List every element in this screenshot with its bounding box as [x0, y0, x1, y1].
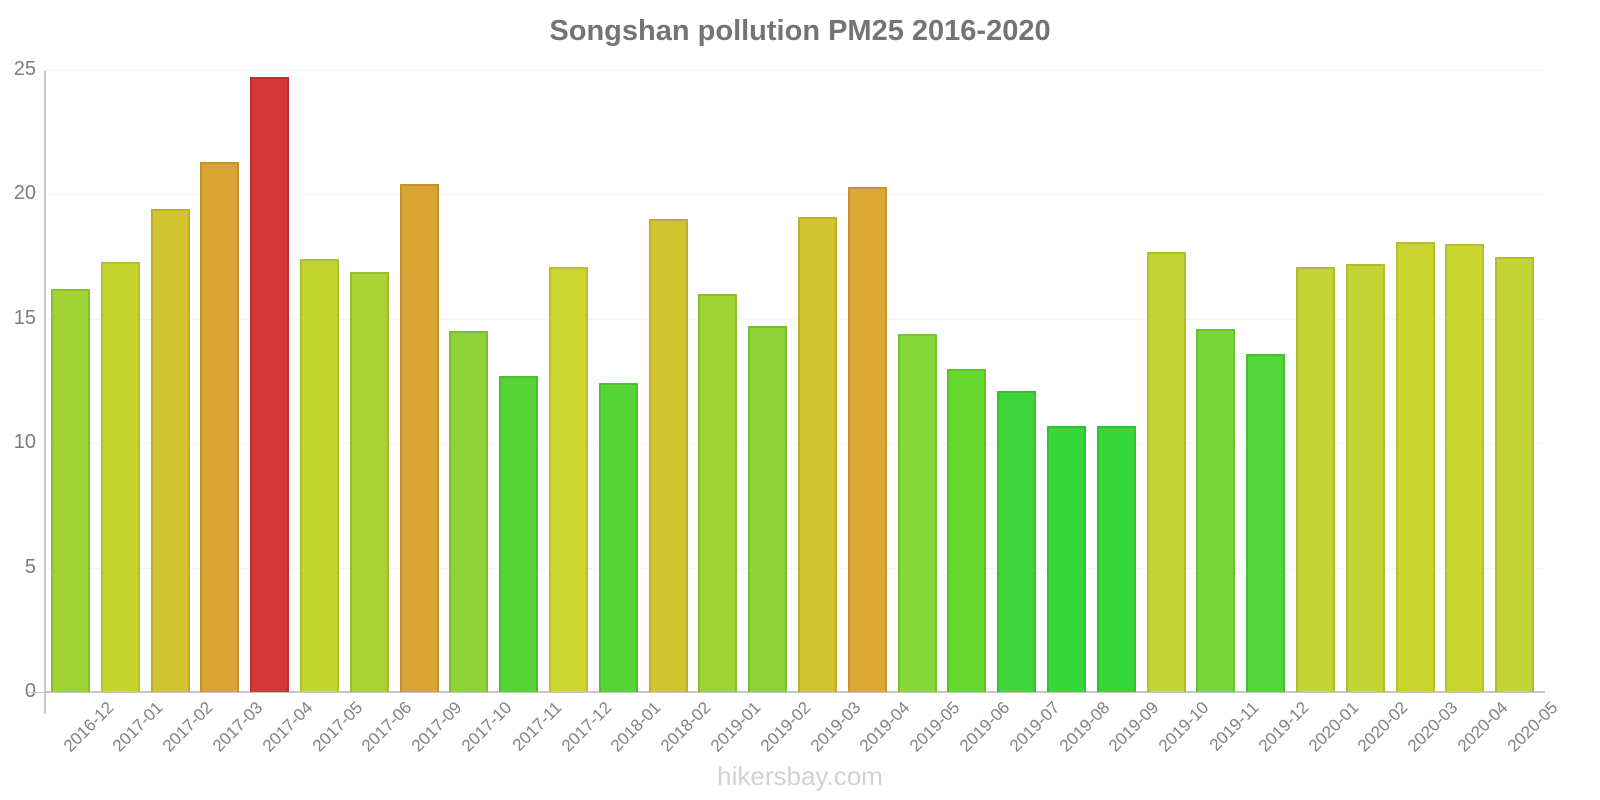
bar-2018-01[interactable] — [598, 383, 638, 692]
bar-2019-11[interactable] — [1196, 328, 1236, 692]
y-tick-label-10: 10 — [13, 431, 36, 454]
gridline-15 — [45, 318, 1545, 320]
gridline-20 — [45, 194, 1545, 196]
bar-2016-12[interactable] — [51, 288, 90, 692]
y-tick-label-0: 0 — [0, 680, 36, 703]
bar-2019-02[interactable] — [748, 326, 788, 692]
y-tick-label-5: 5 — [24, 555, 36, 578]
bar-2017-10[interactable] — [449, 331, 489, 692]
y-tick-label-20: 20 — [13, 182, 36, 205]
bar-2019-05[interactable] — [897, 333, 937, 692]
bar-2020-04[interactable] — [1445, 244, 1485, 692]
bar-2017-11[interactable] — [499, 376, 539, 692]
y-tick-label-25: 25 — [13, 58, 36, 81]
bar-2019-12[interactable] — [1246, 353, 1286, 692]
gridline-25 — [45, 70, 1545, 71]
bar-2017-04[interactable] — [250, 77, 290, 692]
bar-2019-04[interactable] — [847, 186, 887, 692]
bar-2019-08[interactable] — [1047, 425, 1086, 692]
x-axis-line — [44, 691, 1545, 693]
bar-2019-07[interactable] — [997, 390, 1037, 692]
bar-2020-01[interactable] — [1296, 266, 1335, 692]
bar-2020-05[interactable] — [1495, 256, 1535, 692]
bar-2019-01[interactable] — [698, 293, 738, 692]
bar-2018-02[interactable] — [648, 219, 688, 692]
bar-2019-06[interactable] — [947, 368, 987, 692]
bar-2017-01[interactable] — [100, 261, 140, 692]
gridline-10 — [45, 443, 1545, 445]
bar-2019-09[interactable] — [1096, 425, 1136, 692]
bar-2020-02[interactable] — [1345, 264, 1385, 692]
bar-2019-10[interactable] — [1146, 251, 1186, 692]
bar-2017-02[interactable] — [150, 209, 190, 692]
bar-2017-09[interactable] — [399, 184, 439, 692]
bar-2019-03[interactable] — [798, 216, 837, 692]
watermark: hikersbay.com — [717, 761, 883, 791]
bar-2017-12[interactable] — [549, 266, 588, 692]
bar-2017-03[interactable] — [200, 162, 240, 692]
y-tick-label-15: 15 — [13, 306, 36, 329]
bar-2017-06[interactable] — [349, 271, 389, 692]
bar-2017-05[interactable] — [300, 259, 339, 692]
bar-2020-03[interactable] — [1395, 241, 1435, 692]
chart-title: Songshan pollution PM25 2016-2020 — [549, 15, 1051, 47]
y-axis-line — [44, 70, 46, 714]
gridline-5 — [45, 567, 1545, 569]
zero-tick-mark — [28, 692, 45, 693]
